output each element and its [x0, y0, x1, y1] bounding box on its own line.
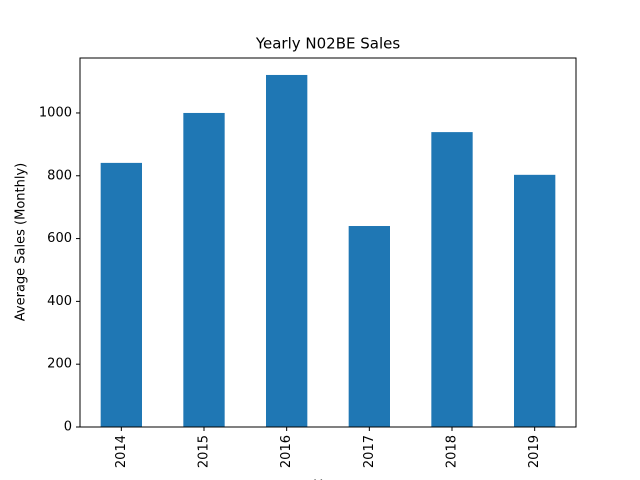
bar — [100, 162, 142, 428]
y-tick-label: 200 — [47, 357, 72, 372]
bar — [266, 74, 308, 427]
chart-title: Yearly N02BE Sales — [255, 35, 401, 53]
x-axis-label: Year — [313, 479, 342, 480]
y-tick-label: 400 — [47, 294, 72, 309]
x-tick-label: 2014 — [114, 435, 129, 468]
x-tick-label: 2015 — [197, 435, 212, 468]
y-tick-label: 600 — [47, 231, 72, 246]
bar — [514, 174, 556, 427]
bar — [431, 132, 473, 427]
x-tick-label: 2019 — [527, 435, 542, 468]
bar — [348, 226, 390, 427]
plot-frame — [79, 57, 577, 428]
x-tick-label: 2018 — [445, 435, 460, 468]
y-axis-label: Average Sales (Monthly) — [14, 163, 29, 321]
y-tick-label: 800 — [47, 168, 72, 183]
x-tick-label: 2016 — [279, 435, 294, 468]
bar — [183, 112, 225, 427]
y-tick-label: 0 — [64, 420, 72, 435]
x-tick-label: 2017 — [362, 435, 377, 468]
y-tick-label: 1000 — [39, 105, 72, 120]
